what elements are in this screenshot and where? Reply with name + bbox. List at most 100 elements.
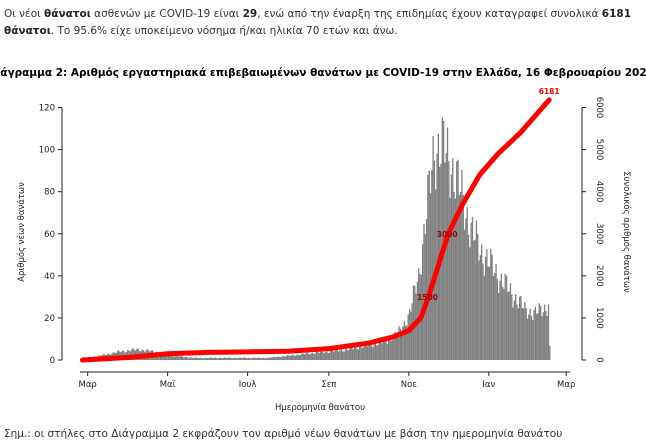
daily-bar: [170, 355, 172, 360]
daily-bar: [517, 308, 519, 360]
daily-bar: [369, 342, 371, 360]
daily-bar: [206, 358, 209, 360]
daily-bar: [534, 306, 537, 360]
x-tick-label: Ιουλ: [239, 380, 257, 390]
y-axis-label: Αριθμός νέων θανάτων: [16, 182, 27, 282]
daily-bar: [349, 346, 352, 360]
daily-bar: [372, 347, 374, 360]
daily-bar: [503, 288, 505, 360]
daily-bar: [322, 352, 324, 360]
daily-bar: [429, 193, 432, 360]
daily-bar: [491, 254, 493, 360]
daily-bar: [512, 307, 514, 360]
daily-bar: [487, 266, 489, 360]
daily-bar: [373, 344, 375, 360]
daily-bar: [537, 312, 539, 360]
daily-bar: [178, 356, 180, 360]
daily-bar: [351, 347, 353, 360]
cumulative-deaths-line: [79, 97, 552, 363]
daily-bar: [187, 357, 189, 360]
daily-bar: [359, 347, 361, 360]
daily-bar: [398, 326, 400, 360]
daily-bar: [421, 244, 424, 360]
daily-bar: [411, 303, 413, 360]
daily-bar: [428, 170, 430, 360]
daily-bar: [311, 352, 314, 360]
daily-bar: [327, 352, 329, 360]
daily-bar: [410, 311, 412, 360]
daily-bar: [401, 332, 403, 360]
daily-bar: [382, 341, 384, 360]
y-tick-label: 80: [44, 188, 55, 198]
daily-bar: [210, 357, 213, 360]
daily-bar: [364, 343, 366, 360]
daily-bar: [167, 354, 169, 360]
daily-bar: [408, 309, 411, 360]
daily-bar: [492, 276, 495, 360]
daily-bar: [290, 355, 293, 360]
daily-bar: [293, 355, 295, 360]
daily-bar: [344, 349, 346, 360]
daily-bar: [483, 275, 485, 360]
y2-tick-label: 3000: [594, 223, 604, 245]
daily-bar: [444, 162, 446, 360]
daily-bar: [390, 340, 392, 360]
intro-paragraph: Οι νέοι θάνατοι ασθενών με COVID-19 είνα…: [4, 6, 640, 40]
daily-bar: [195, 357, 197, 360]
daily-bar: [490, 248, 492, 360]
daily-bar: [399, 328, 402, 360]
daily-bar: [449, 197, 451, 360]
daily-bar: [208, 357, 210, 360]
daily-bar: [437, 133, 440, 360]
daily-bar: [117, 350, 120, 360]
x-tick-label: Μαρ: [78, 380, 96, 390]
daily-bar: [331, 350, 333, 360]
y-tick-label: 20: [44, 314, 55, 324]
daily-bar: [238, 357, 240, 360]
x-axis-label: Ημερομηνία θανάτου: [275, 403, 365, 413]
daily-bar: [524, 301, 526, 360]
daily-bar: [526, 318, 529, 360]
daily-bar: [251, 358, 253, 360]
daily-bar: [332, 351, 335, 360]
cumulative-annotation: 3000: [437, 230, 458, 239]
bars-group: [82, 117, 551, 360]
daily-bar: [501, 286, 504, 360]
intro-bold-deaths: θάνατοι: [44, 8, 91, 20]
daily-bar: [541, 316, 543, 360]
daily-bar: [243, 357, 245, 360]
daily-bar: [305, 353, 307, 360]
daily-bar: [425, 219, 428, 360]
daily-bar: [356, 348, 358, 360]
daily-bar: [456, 161, 458, 360]
daily-bar: [281, 356, 284, 360]
daily-bar: [294, 355, 297, 360]
daily-bar: [376, 345, 378, 360]
daily-bar: [352, 349, 354, 360]
daily-bar: [380, 340, 382, 360]
daily-bar: [234, 357, 236, 360]
daily-bar: [323, 353, 325, 360]
daily-bar: [353, 347, 356, 360]
daily-bar: [204, 357, 206, 360]
daily-bar: [395, 335, 398, 360]
daily-bar: [374, 343, 377, 360]
daily-bar: [519, 296, 521, 360]
daily-bar: [445, 153, 447, 360]
daily-bar: [275, 357, 277, 360]
daily-bar: [424, 234, 426, 360]
daily-bar: [335, 349, 337, 360]
daily-bar: [470, 222, 472, 360]
daily-bar: [222, 357, 225, 360]
daily-bar: [172, 356, 175, 360]
daily-bar: [277, 356, 280, 360]
daily-bar: [303, 354, 306, 360]
daily-bar: [196, 357, 198, 360]
daily-bar: [213, 357, 215, 360]
daily-bar: [338, 351, 340, 360]
daily-bar: [427, 174, 429, 360]
daily-bar: [539, 306, 542, 360]
daily-bar: [505, 275, 508, 360]
x-tick-label: Ιαν: [482, 380, 495, 390]
daily-bar: [244, 357, 247, 360]
